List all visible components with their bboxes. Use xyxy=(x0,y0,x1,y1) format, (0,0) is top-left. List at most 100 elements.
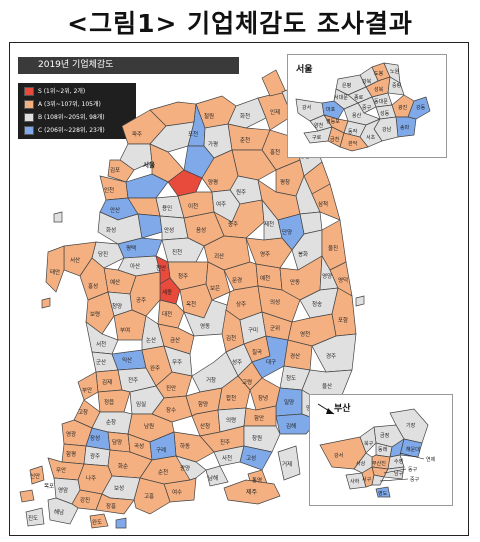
region-label-dangjin: 당진 xyxy=(98,250,108,258)
busan-label-gangseo: 강서 xyxy=(334,452,343,459)
region-label-jangheung: 장흥 xyxy=(106,502,116,510)
region-label-jeonju: 전주 xyxy=(128,376,138,384)
region-label-sangju: 상주 xyxy=(236,300,246,308)
region-label-seocheon: 서천 xyxy=(96,340,106,348)
region-label-tongyeong: 통영 xyxy=(252,476,262,484)
region-label-cheorwon: 철원 xyxy=(204,112,214,120)
region-label-yeongdeok: 영덕 xyxy=(338,276,348,284)
region-label-hwaseong: 화성 xyxy=(106,226,116,234)
region-label-muan: 무안 xyxy=(56,467,66,474)
region-label-gunsan: 군산 xyxy=(96,358,106,366)
region-jangheung xyxy=(95,493,135,515)
region-label-gimcheon: 김천 xyxy=(226,334,236,342)
region-label-icheon: 이천 xyxy=(188,202,198,210)
region-label-sacheon: 사천 xyxy=(222,454,232,462)
region-label-namhae: 남해 xyxy=(208,474,218,482)
region-label-jecheon: 제천 xyxy=(264,220,274,228)
region-wando xyxy=(89,513,109,529)
seoul-label-gangnam: 강남 xyxy=(382,126,392,133)
region-label-haman: 함안 xyxy=(254,414,264,422)
busan-label-dongnae: 동래 xyxy=(378,446,388,453)
region-label-gwangju-jn: 광주 xyxy=(90,453,100,460)
region-label-gumi: 구미 xyxy=(248,326,258,334)
region-label-sinan: 신안 xyxy=(30,472,40,480)
region-label-uljin: 울진 xyxy=(328,244,338,252)
region-daejeon xyxy=(157,299,185,329)
seoul-label-gangseo: 강서 xyxy=(302,104,311,111)
region-label-gyeongsan: 경산 xyxy=(290,352,300,360)
region-label-changnyeong: 창녕 xyxy=(258,394,268,402)
region-label-gapyeong: 가평 xyxy=(208,140,218,148)
seoul-label-mapo: 마포 xyxy=(326,106,336,113)
region-label-anseong: 안성 xyxy=(164,226,174,234)
region-label-gurye: 구례 xyxy=(156,446,166,454)
region-label-hwacheon: 화천 xyxy=(240,112,250,120)
seoul-label-eunpyeong: 은평 xyxy=(342,82,351,89)
region-uiseong xyxy=(257,285,301,323)
region-jeju xyxy=(223,479,281,505)
busan-gu-yeongdo xyxy=(375,486,391,498)
region-label-hapcheon: 합천 xyxy=(226,394,236,402)
region-label-hampyeong: 함평 xyxy=(66,450,76,458)
region-label-incheon: 인천 xyxy=(104,186,114,194)
region-jeongeup xyxy=(97,389,131,413)
map-legend: S (1위~2위, 2개) A (3위~107위, 105개) B (108위~… xyxy=(18,83,136,139)
busan-inset-title: 부산 xyxy=(334,404,351,414)
region-label-yeongam: 영암 xyxy=(58,486,68,494)
region-label-hwasun: 화순 xyxy=(118,463,128,470)
region-label-wando: 완도 xyxy=(92,518,102,526)
busan-gu-sasang xyxy=(353,452,373,474)
region-label-hongseong: 홍성 xyxy=(88,282,98,290)
region-hwacheon xyxy=(227,97,267,129)
region-label-gongju: 공주 xyxy=(136,297,146,304)
region-label-yecheon: 예천 xyxy=(260,274,270,282)
region-label-miryang: 밀양 xyxy=(284,398,294,406)
region-label-yeongdong: 영동 xyxy=(200,322,210,330)
region-label-gwangyang: 광양 xyxy=(180,464,190,472)
busan-label-yeongdo: 영도 xyxy=(378,490,388,497)
map-banner: 2019년 기업체감도 xyxy=(18,57,239,74)
region-gimpo xyxy=(107,159,135,183)
region-label-jangseong: 장성 xyxy=(90,434,100,442)
region-buan xyxy=(77,371,99,401)
busan-label-sasang: 사상 xyxy=(356,460,366,467)
region-gangjin xyxy=(71,489,103,511)
region-label-ulsan: 울산 xyxy=(322,382,332,390)
region-label-nonsan: 논산 xyxy=(146,336,156,344)
busan-leader-donggu xyxy=(383,468,407,474)
region-label-muju: 무주 xyxy=(172,359,182,366)
busan-inset: 부산 기장 금정 북구 해운대 동래 연제 부산진 xyxy=(309,394,453,506)
region-sinan xyxy=(29,465,45,485)
region-label-buan: 부안 xyxy=(82,387,92,394)
region-label-jincheon: 진천 xyxy=(172,248,182,256)
region-seocheon xyxy=(85,321,119,355)
region-label-gunwi: 군위 xyxy=(270,324,280,332)
region-label-gimhae: 김해 xyxy=(286,422,296,430)
seoul-label-yangcheon: 양천 xyxy=(314,122,324,129)
region-sancheong xyxy=(191,409,221,437)
region-label-seosan: 서산 xyxy=(70,256,80,264)
region-label-bonghwa: 봉화 xyxy=(298,251,308,258)
seoul-label-gangdong: 강동 xyxy=(416,104,426,111)
seoul-inset-title: 서울 xyxy=(296,65,313,75)
seoul-label-seongdong: 성동 xyxy=(380,110,390,117)
region-label-hongcheon: 홍천 xyxy=(270,148,280,156)
region-label-gokseong: 곡성 xyxy=(134,442,144,450)
region-hapcheon xyxy=(217,375,251,411)
region-island-4 xyxy=(355,295,365,307)
seoul-label-nowon: 노원 xyxy=(390,68,400,75)
region-label-pohang: 포항 xyxy=(338,316,348,324)
region-jangsu xyxy=(151,395,193,423)
region-buyeo xyxy=(113,309,147,341)
region-label-wonju: 원주 xyxy=(236,188,246,196)
region-sinan-b xyxy=(19,489,35,503)
region-label-gangjin: 강진 xyxy=(80,496,90,504)
region-label-andong: 안동 xyxy=(290,279,300,286)
region-label-pyeongtaek: 평택 xyxy=(126,245,136,252)
busan-label-geumjeong: 금정 xyxy=(380,432,389,439)
region-label-goseong-n: 고성 xyxy=(246,454,256,462)
region-label-yeongcheon: 영천 xyxy=(300,330,310,338)
region-label-samcheok: 삼척 xyxy=(318,200,328,208)
region-label-danyang: 단양 xyxy=(282,228,292,236)
seoul-label-seodaemun: 서대문 xyxy=(334,94,348,101)
